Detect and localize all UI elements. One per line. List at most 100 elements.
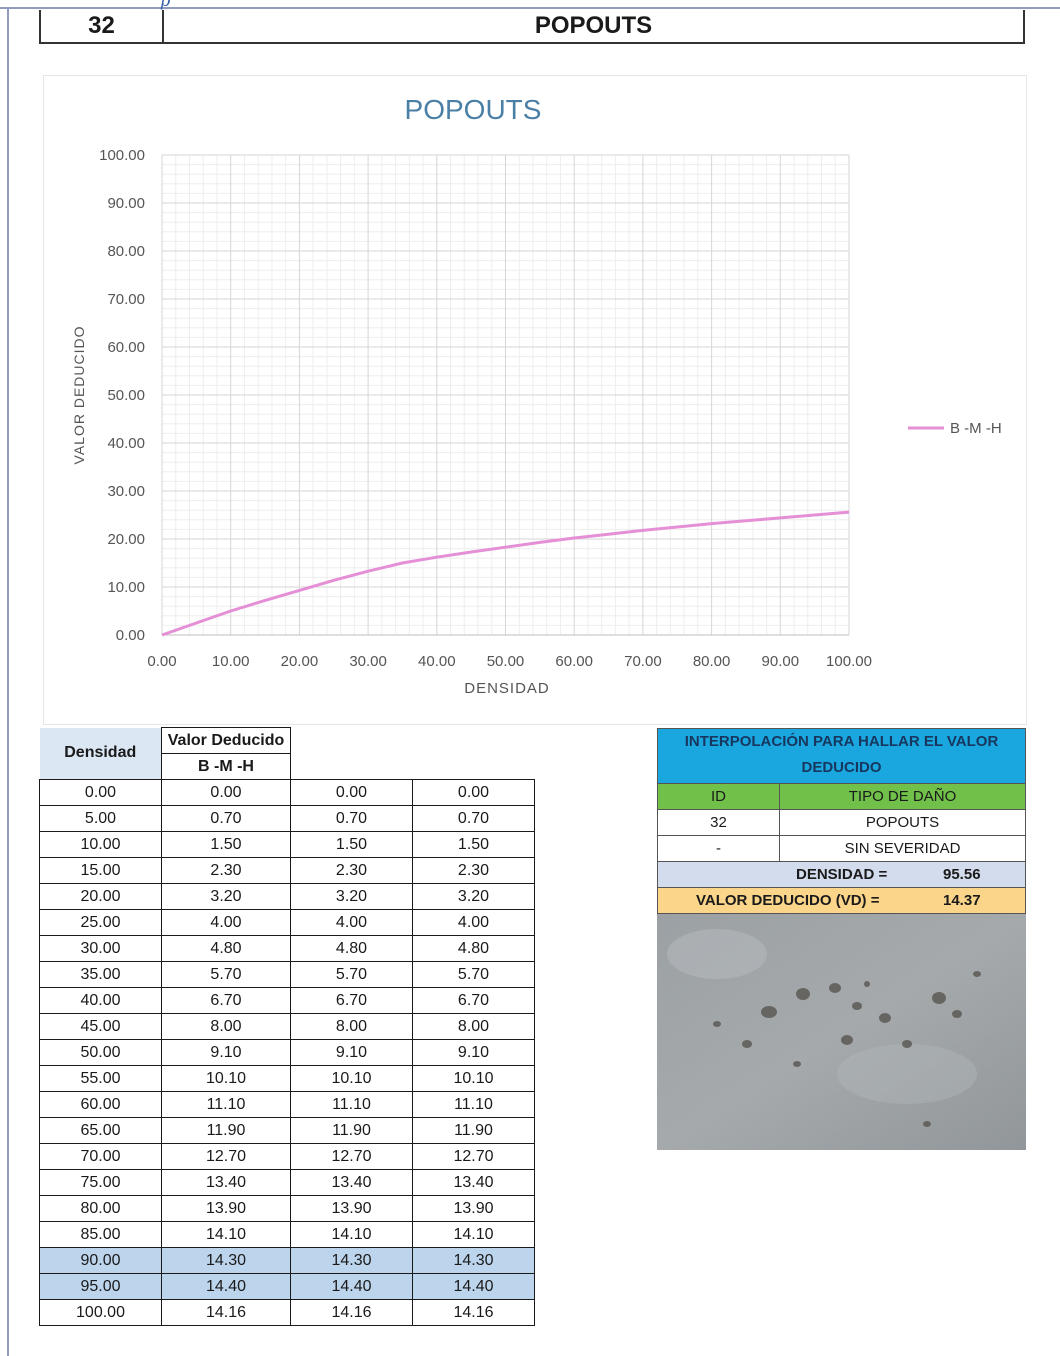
table-cell: 10.00 [40, 832, 162, 858]
page-frame-top [0, 7, 1060, 9]
table-cell: 4.00 [291, 910, 413, 936]
table-cell: 8.00 [413, 1014, 535, 1040]
table-row: 50.00 9.10 9.10 9.10 [40, 1040, 535, 1066]
table-cell: 14.16 [413, 1300, 535, 1326]
table-row: 30.00 4.80 4.80 4.80 [40, 936, 535, 962]
table-cell: 0.70 [413, 806, 535, 832]
table-cell: 6.70 [413, 988, 535, 1014]
y-tick-label: 0.00 [116, 627, 145, 644]
table-row: 20.00 3.20 3.20 3.20 [40, 884, 535, 910]
table-cell: 4.80 [291, 936, 413, 962]
table-row: 35.00 5.70 5.70 5.70 [40, 962, 535, 988]
interpolation-panel: INTERPOLACIÓN PARA HALLAR EL VALOR DEDUC… [657, 728, 1026, 1155]
table-cell: 0.00 [162, 780, 291, 806]
table-cell: 11.90 [413, 1118, 535, 1144]
y-tick-label: 40.00 [107, 435, 145, 452]
y-tick-label: 100.00 [99, 147, 145, 164]
table-row: 80.00 13.90 13.90 13.90 [40, 1196, 535, 1222]
table-cell: 5.00 [40, 806, 162, 832]
table-cell: 12.70 [162, 1144, 291, 1170]
popouts-photo [657, 914, 1026, 1150]
col-tipo-label: TIPO DE DAÑO [780, 784, 1025, 809]
table-row: 55.00 10.10 10.10 10.10 [40, 1066, 535, 1092]
x-tick-label: 90.00 [762, 653, 800, 670]
table-cell: 14.30 [162, 1248, 291, 1274]
table-cell: 0.00 [413, 780, 535, 806]
interp-id-row: 32 POPOUTS [657, 810, 1026, 836]
table-cell: 14.16 [162, 1300, 291, 1326]
table-row: 100.00 14.16 14.16 14.16 [40, 1300, 535, 1326]
table-row: 65.00 11.90 11.90 11.90 [40, 1118, 535, 1144]
table-row: 0.00 0.00 0.00 0.00 [40, 780, 535, 806]
table-cell: 90.00 [40, 1248, 162, 1274]
col-id-label: ID [658, 784, 780, 809]
chart-title: POPOUTS [405, 94, 542, 125]
line-chart: POPOUTS 0.00 10.00 20.00 30.00 40.00 50.00 60.0… [44, 76, 1026, 724]
table-cell: 11.90 [291, 1118, 413, 1144]
table-cell: 2.30 [291, 858, 413, 884]
table-row: 40.00 6.70 6.70 6.70 [40, 988, 535, 1014]
table-cell: 4.00 [162, 910, 291, 936]
table-cell: 40.00 [40, 988, 162, 1014]
table-cell: 20.00 [40, 884, 162, 910]
y-tick-label: 60.00 [107, 339, 145, 356]
table-cell: 10.10 [291, 1066, 413, 1092]
table-cell: 75.00 [40, 1170, 162, 1196]
section-header: 32 POPOUTS [39, 10, 1025, 44]
cropped-text-fragment: p [160, 0, 170, 10]
table-cell: 11.90 [162, 1118, 291, 1144]
table-cell: 1.50 [413, 832, 535, 858]
y-tick-label: 70.00 [107, 291, 145, 308]
table-cell: 3.20 [413, 884, 535, 910]
y-tick-label: 20.00 [107, 531, 145, 548]
x-tick-label: 10.00 [212, 653, 250, 670]
table-cell: 30.00 [40, 936, 162, 962]
table-cell: 8.00 [162, 1014, 291, 1040]
table-cell: 60.00 [40, 1092, 162, 1118]
table-cell: 11.10 [413, 1092, 535, 1118]
y-axis-label: VALOR DEDUCIDO [71, 326, 87, 465]
page-frame-left [7, 7, 9, 1356]
header-densidad: Densidad [40, 728, 162, 780]
table-cell: 9.10 [413, 1040, 535, 1066]
table-cell: 65.00 [40, 1118, 162, 1144]
table-cell: 4.80 [162, 936, 291, 962]
table-cell: 9.10 [291, 1040, 413, 1066]
table-cell: 12.70 [291, 1144, 413, 1170]
table-row: 10.00 1.50 1.50 1.50 [40, 832, 535, 858]
table-cell: 3.20 [291, 884, 413, 910]
table-cell: 5.70 [413, 962, 535, 988]
table-cell: 15.00 [40, 858, 162, 884]
interp-header-row: ID TIPO DE DAÑO [657, 784, 1026, 810]
table-cell: 13.90 [291, 1196, 413, 1222]
tipo-value: POPOUTS [780, 810, 1025, 835]
table-row: 60.00 11.10 11.10 11.10 [40, 1092, 535, 1118]
x-tick-label: 100.00 [826, 653, 872, 670]
severity-dash: - [658, 836, 780, 861]
table-cell: 13.40 [162, 1170, 291, 1196]
table-cell: 5.70 [291, 962, 413, 988]
table-cell: 95.00 [40, 1274, 162, 1300]
table-cell: 0.70 [162, 806, 291, 832]
table-row: 45.00 8.00 8.00 8.00 [40, 1014, 535, 1040]
table-row: 5.00 0.70 0.70 0.70 [40, 806, 535, 832]
y-tick-label: 90.00 [107, 195, 145, 212]
header-valor-deducido: Valor Deducido [162, 728, 291, 754]
table-cell: 9.10 [162, 1040, 291, 1066]
y-tick-label: 10.00 [107, 579, 145, 596]
table-row: 85.00 14.10 14.10 14.10 [40, 1222, 535, 1248]
table-cell: 11.10 [291, 1092, 413, 1118]
table-cell: 11.10 [162, 1092, 291, 1118]
x-tick-label: 0.00 [147, 653, 176, 670]
x-tick-label: 80.00 [693, 653, 731, 670]
table-cell: 4.00 [413, 910, 535, 936]
x-tick-label: 40.00 [418, 653, 456, 670]
table-cell: 6.70 [162, 988, 291, 1014]
table-cell: 70.00 [40, 1144, 162, 1170]
table-cell: 14.16 [291, 1300, 413, 1326]
table-cell: 14.30 [291, 1248, 413, 1274]
table-cell: 14.10 [291, 1222, 413, 1248]
table-cell: 0.00 [40, 780, 162, 806]
table-row: 75.00 13.40 13.40 13.40 [40, 1170, 535, 1196]
table-cell: 14.30 [413, 1248, 535, 1274]
